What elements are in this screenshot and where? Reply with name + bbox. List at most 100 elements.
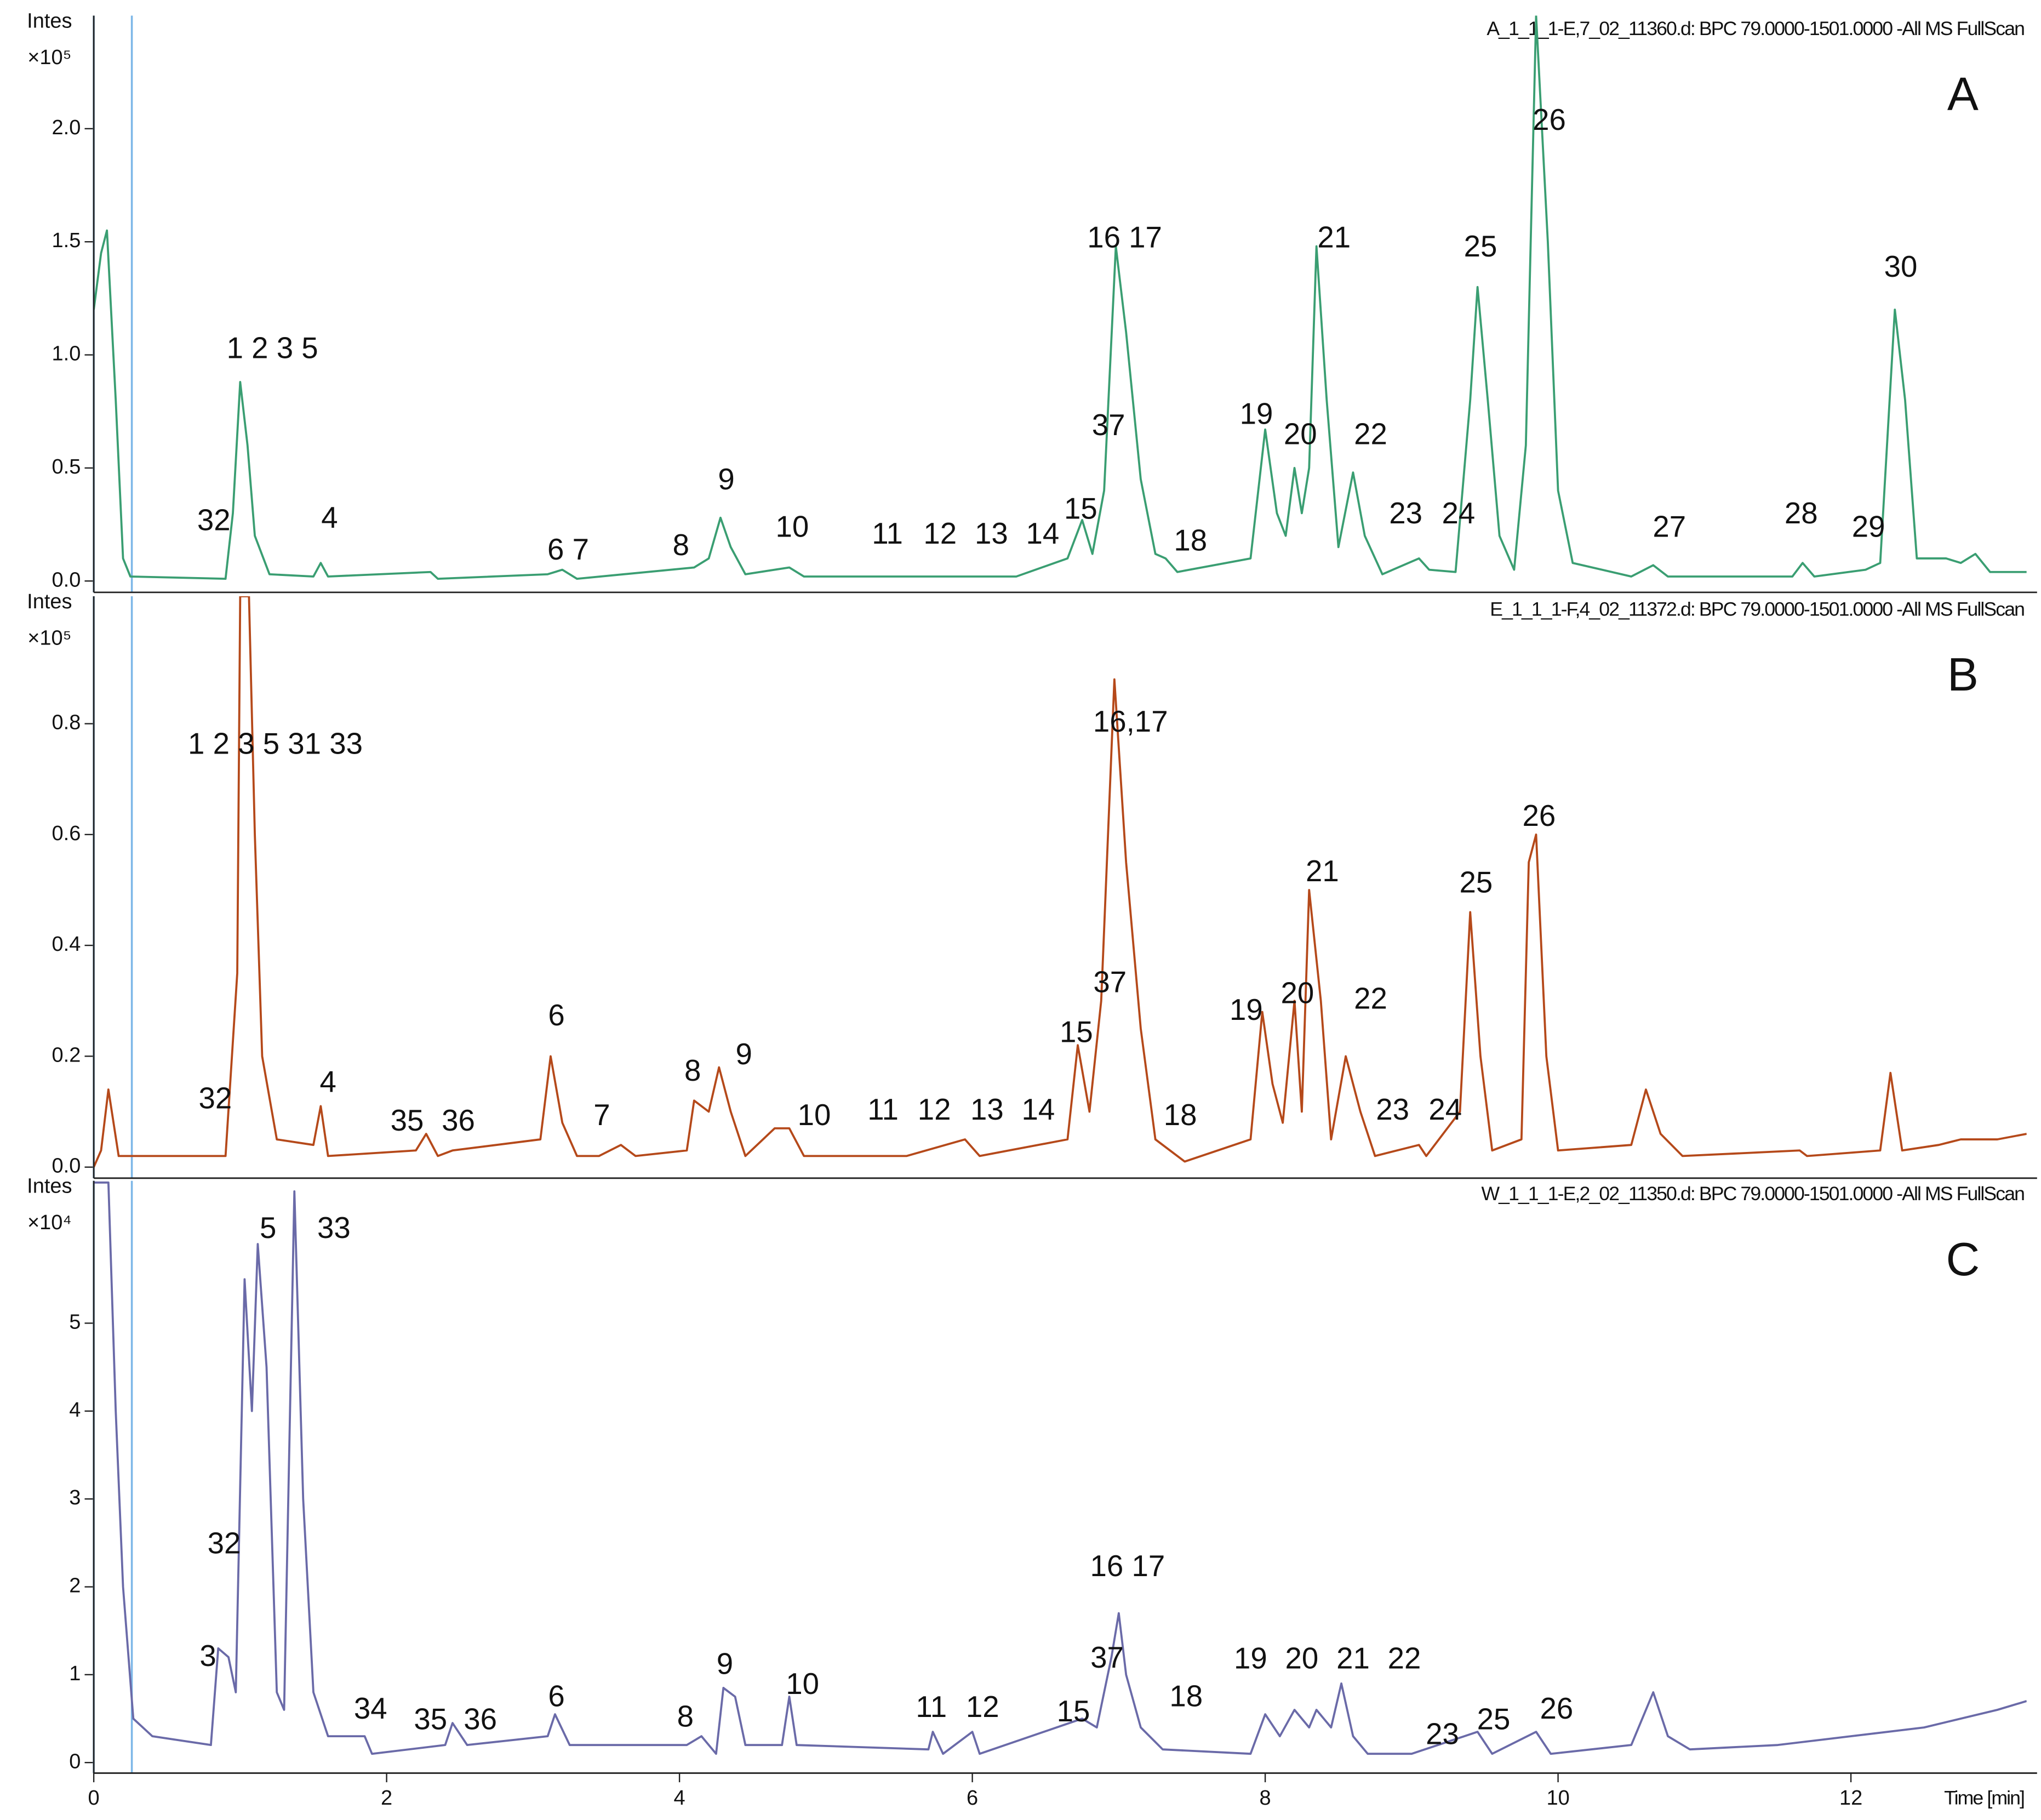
peak-label: 37 <box>1092 408 1125 442</box>
x-tick-label: 0 <box>88 1787 100 1810</box>
peak-label: 1 2 3 5 <box>227 332 318 365</box>
peak-label: 20 <box>1281 977 1314 1010</box>
peak-label: 4 <box>320 1065 336 1098</box>
peak-label: 32 <box>208 1527 241 1560</box>
y-tick-label: 0.5 <box>52 455 81 478</box>
peak-label: 37 <box>1093 965 1127 999</box>
peak-label: 8 <box>673 528 689 562</box>
peak-label: 24 <box>1442 497 1475 530</box>
peak-label: 25 <box>1464 230 1497 263</box>
peak-label: 13 <box>970 1093 1004 1126</box>
peak-label: 27 <box>1653 510 1686 544</box>
peak-label: 11 <box>867 1093 899 1126</box>
y-tick-label: 0.0 <box>52 1155 81 1178</box>
peak-label: 30 <box>1884 250 1918 283</box>
peak-label: 12 <box>918 1093 951 1126</box>
peak-label: 23 <box>1376 1093 1409 1126</box>
y-axis-unit: ×10⁴ <box>27 1211 72 1234</box>
peak-label: 6 7 <box>547 533 589 566</box>
peak-label: 16,17 <box>1093 705 1168 738</box>
peak-label: 26 <box>1533 103 1566 136</box>
peak-label: 20 <box>1285 1642 1319 1675</box>
y-tick-label: 2.0 <box>52 116 81 139</box>
y-tick-label: 0.6 <box>52 822 81 845</box>
peak-label: 26 <box>1522 799 1556 832</box>
y-tick-label: 5 <box>69 1310 81 1333</box>
peak-label: 15 <box>1064 492 1097 526</box>
peak-label: 18 <box>1164 1098 1197 1132</box>
peak-label: 28 <box>1785 497 1818 530</box>
trace-header: W_1_1_1-E,2_02_11350.d: BPC 79.0000-1501… <box>1481 1183 2024 1205</box>
peak-label: 16 17 <box>1087 221 1162 254</box>
x-tick-label: 12 <box>1839 1787 1862 1810</box>
peak-label: 19 <box>1234 1642 1267 1675</box>
peak-label: 14 <box>1021 1093 1055 1126</box>
y-tick-label: 0.4 <box>52 933 81 956</box>
x-tick-label: 10 <box>1546 1787 1569 1810</box>
peak-label: 23 <box>1426 1718 1459 1751</box>
peak-label: 6 <box>548 999 564 1032</box>
x-tick-label: 2 <box>381 1787 392 1810</box>
peak-label: 26 <box>1540 1692 1574 1725</box>
peak-label: 7 <box>593 1098 610 1132</box>
peak-label: 25 <box>1477 1702 1511 1736</box>
peak-label: 22 <box>1354 982 1387 1015</box>
trace <box>94 1181 2027 1755</box>
peak-label: 3 <box>199 1639 216 1673</box>
peak-label: 10 <box>776 510 809 544</box>
peak-label: 20 <box>1284 418 1317 451</box>
x-tick-label: 8 <box>1260 1787 1271 1810</box>
peak-label: 14 <box>1026 517 1060 550</box>
peak-label: 36 <box>442 1104 475 1137</box>
peak-label: 1 2 3 5 31 33 <box>188 727 363 760</box>
peak-label: 32 <box>197 503 231 537</box>
y-tick-label: 1 <box>69 1662 81 1685</box>
y-tick-label: 0 <box>69 1750 81 1773</box>
y-tick-label: 0.0 <box>52 568 81 591</box>
peak-label: 21 <box>1336 1642 1370 1675</box>
peak-label: 6 <box>548 1680 564 1713</box>
y-tick-label: 2 <box>69 1574 81 1598</box>
peak-label: 22 <box>1388 1642 1421 1675</box>
peak-label: 35 <box>414 1702 447 1736</box>
peak-label: 23 <box>1389 497 1422 530</box>
peak-label: 33 <box>317 1211 351 1245</box>
peak-label: 9 <box>718 463 734 496</box>
peak-label: 37 <box>1090 1641 1124 1674</box>
peak-label: 18 <box>1174 524 1207 557</box>
peak-label: 11 <box>872 517 903 550</box>
peak-label: 4 <box>321 501 338 534</box>
peak-label: 5 <box>260 1211 276 1245</box>
y-tick-label: 1.0 <box>52 343 81 366</box>
x-axis-label: Time [min] <box>1944 1787 2024 1808</box>
peak-label: 10 <box>786 1667 819 1701</box>
peak-label: 29 <box>1852 510 1885 544</box>
y-axis-label: Intes <box>27 1175 72 1198</box>
peak-label: 24 <box>1428 1093 1462 1126</box>
peak-label: 9 <box>736 1037 752 1071</box>
y-axis-unit: ×10⁵ <box>27 626 71 649</box>
y-tick-label: 4 <box>69 1399 81 1422</box>
peak-label: 8 <box>677 1699 694 1733</box>
peak-label: 21 <box>1317 221 1351 254</box>
x-tick-label: 6 <box>967 1787 978 1810</box>
peak-label: 9 <box>717 1647 733 1680</box>
peak-label: 15 <box>1060 1015 1093 1048</box>
trace-header: A_1_1_1-E,7_02_11360.d: BPC 79.0000-1501… <box>1487 18 2024 39</box>
peak-label: 12 <box>966 1690 999 1724</box>
peak-label: 32 <box>199 1082 232 1115</box>
peak-label: 22 <box>1354 418 1387 451</box>
trace <box>94 596 2027 1168</box>
peak-label: 10 <box>798 1098 831 1132</box>
peak-label: 12 <box>923 517 957 550</box>
y-axis-label: Intes <box>27 590 72 613</box>
peak-label: 8 <box>684 1054 701 1087</box>
peak-label: 18 <box>1169 1680 1203 1713</box>
peak-label: 25 <box>1460 865 1493 899</box>
y-tick-label: 1.5 <box>52 229 81 252</box>
panel-label: B <box>1947 649 1979 701</box>
y-tick-label: 0.8 <box>52 711 81 734</box>
y-axis-unit: ×10⁵ <box>27 46 71 69</box>
panel-label: C <box>1946 1234 1980 1286</box>
